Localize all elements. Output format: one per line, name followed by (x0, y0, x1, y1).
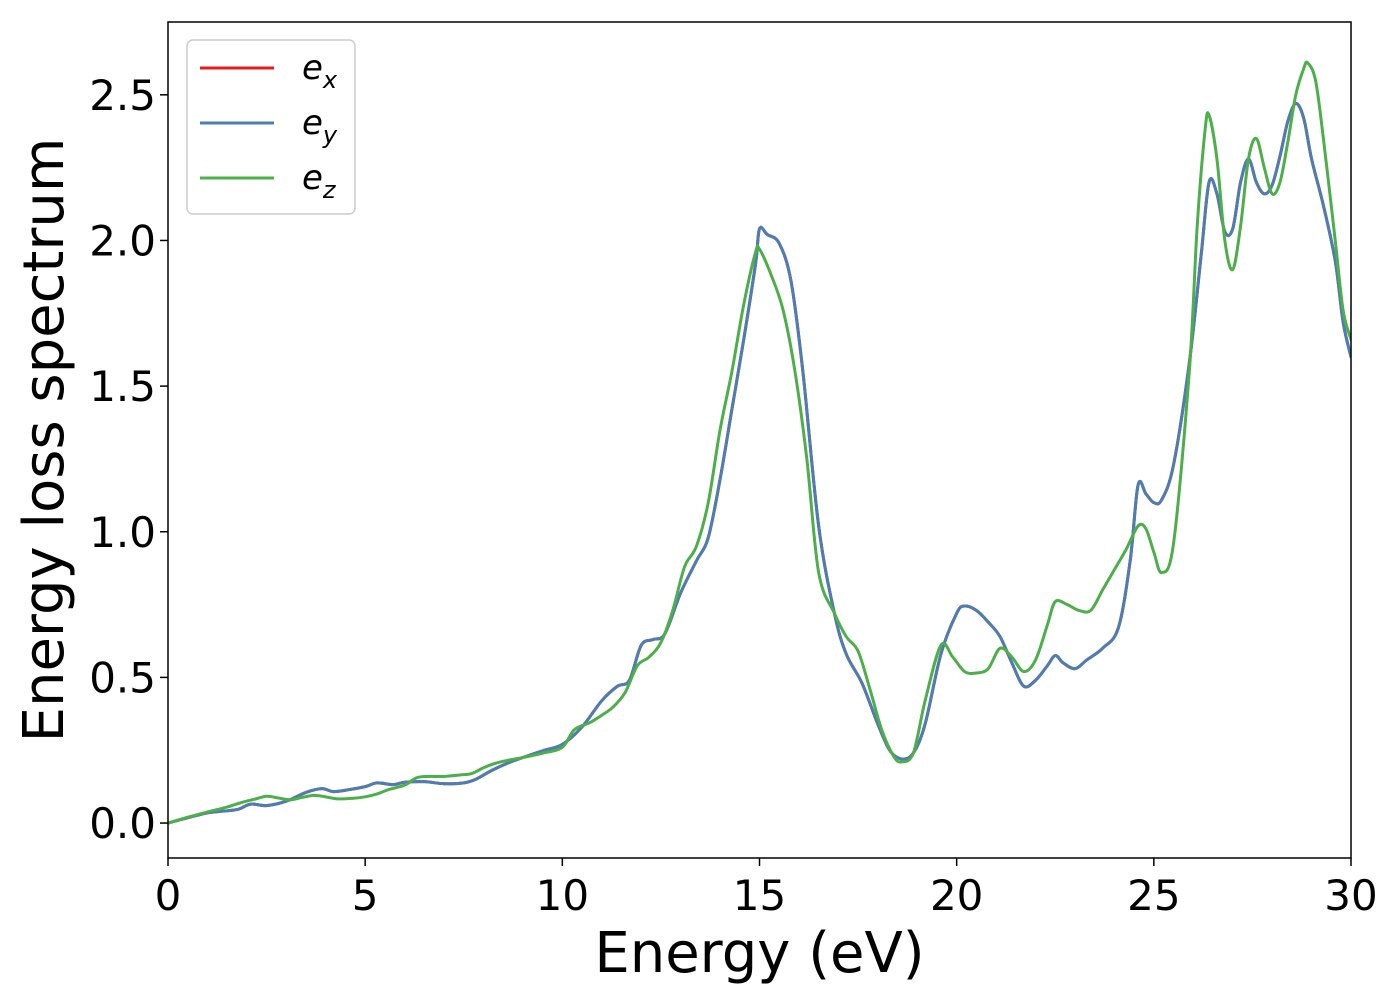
x-tick-label: 30 (1324, 871, 1377, 920)
y-axis-label: Energy loss spectrum (12, 138, 77, 743)
x-tick-label: 25 (1127, 871, 1180, 920)
x-tick-label: 10 (536, 871, 589, 920)
series-layer (168, 60, 1351, 825)
y-tick-label: 2.0 (89, 216, 156, 265)
y-tick-label: 2.5 (89, 71, 156, 120)
x-tick-label: 5 (352, 871, 379, 920)
y-tick-label: 1.0 (89, 508, 156, 557)
y-tick-label: 0.5 (89, 653, 156, 702)
x-tick-label: 15 (733, 871, 786, 920)
legend-frame (186, 39, 356, 215)
series-line-y (168, 102, 1351, 825)
x-tick-label: 20 (930, 871, 983, 920)
y-tick-label: 1.5 (89, 362, 156, 411)
x-tick-label: 0 (155, 871, 182, 920)
series-line-z (168, 60, 1351, 825)
y-tick-label: 0.0 (89, 799, 156, 848)
ticks-layer: 0 5 10 15 20 25 30 0.0 0.5 1.0 1.5 2.0 2.5 (89, 71, 1378, 920)
x-axis-label: Energy (eV) (594, 921, 924, 986)
